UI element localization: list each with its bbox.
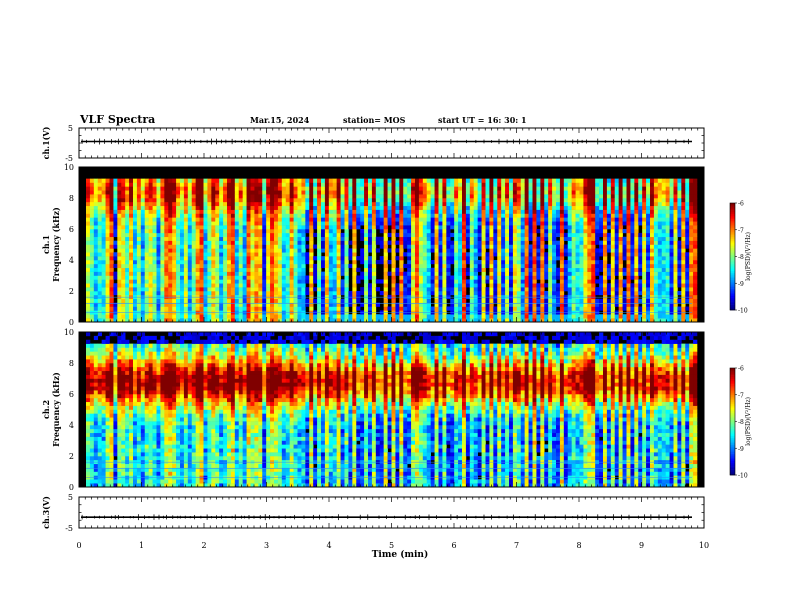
ch1-spectrogram-ytick-label: 10 bbox=[64, 163, 74, 172]
ch2-spectrogram-cells bbox=[86, 332, 698, 488]
figure-title: VLF Spectra bbox=[79, 113, 155, 126]
ch1-spectrogram-ytick-label: 4 bbox=[69, 256, 74, 265]
ch2-spectrogram-ytick-label: 10 bbox=[64, 328, 74, 337]
time-axis: 0 1 2 3 4 5 6 7 8 9 10 bbox=[76, 541, 709, 550]
ch2-spectrogram-ytick-label: 6 bbox=[69, 390, 74, 399]
ch2-spectrogram-ylabel: ch.2Frequency (kHz) bbox=[41, 372, 61, 447]
x-tick-label: 3 bbox=[264, 541, 269, 550]
ch2-colorbar: -6 -7 -8 -9 -10 log(PSD)(V²/Hz) bbox=[729, 366, 752, 480]
figure-station: station= MOS bbox=[343, 115, 406, 125]
x-tick-label: 2 bbox=[201, 541, 206, 550]
x-tick-label: 0 bbox=[76, 541, 81, 550]
ch1-colorbar-label: log(PSD)(V²/Hz) bbox=[745, 232, 752, 281]
ch2-spectrogram-ytick-label: 4 bbox=[69, 421, 74, 430]
ch2-spectrogram-ytick-label: 0 bbox=[69, 483, 74, 492]
ch1-colorbar-tick-label: -7 bbox=[738, 227, 744, 234]
x-tick-label: 7 bbox=[514, 541, 519, 550]
ch1-colorbar-tick-label: -9 bbox=[738, 281, 744, 288]
ch1-spectrogram-ytick-label: 6 bbox=[69, 225, 74, 234]
x-tick-label: 4 bbox=[326, 541, 331, 550]
ch3-waveform-ytick-label: 5 bbox=[68, 493, 73, 502]
x-axis-label: Time (min) bbox=[372, 549, 429, 560]
ch2-colorbar-label: log(PSD)(V²/Hz) bbox=[745, 397, 752, 446]
ch2-spectrogram-ytick-label: 8 bbox=[69, 359, 74, 368]
ch3-waveform-ylabel: ch.3(V) bbox=[41, 496, 51, 529]
ch1-colorbar-tick-label: -8 bbox=[738, 254, 744, 261]
x-tick-label: 1 bbox=[139, 541, 144, 550]
ch1-spectrogram-ytick-label: 0 bbox=[69, 318, 74, 327]
ch1-colorbar-tick-label: -6 bbox=[738, 201, 744, 208]
x-tick-label: 8 bbox=[576, 541, 581, 550]
ch2-colorbar-tick-label: -10 bbox=[738, 473, 748, 480]
ch1-spectrogram-panel: 0 2 4 6 8 10 ch.1Frequency (kHz) bbox=[41, 163, 705, 327]
ch1-colorbar: -6 -7 -8 -9 -10 log(PSD)(V²/Hz) bbox=[729, 201, 752, 315]
ch1-colorbar-tick-label: -10 bbox=[738, 308, 748, 315]
ch1-waveform-ytick-label: 5 bbox=[68, 124, 73, 133]
ch1-waveform-ytick-label: -5 bbox=[65, 154, 73, 163]
ch1-spectrogram-cells bbox=[86, 178, 698, 323]
ch3-waveform-panel: 5 -5 ch.3(V) bbox=[41, 493, 705, 533]
x-tick-label: 6 bbox=[451, 541, 456, 550]
ch1-spectrogram-ytick-label: 8 bbox=[69, 194, 74, 203]
ch2-colorbar-tick-label: -8 bbox=[738, 419, 744, 426]
figure-date: Mar.15, 2024 bbox=[250, 115, 310, 125]
ch1-waveform-ylabel: ch.1(V) bbox=[41, 126, 51, 159]
ch2-spectrogram-panel: 0 2 4 6 8 10 ch.2Frequency (kHz) bbox=[41, 328, 705, 492]
ch2-spectrogram-ytick-label: 2 bbox=[69, 452, 74, 461]
ch2-colorbar-tick-label: -9 bbox=[738, 446, 744, 453]
ch2-colorbar-tick-label: -7 bbox=[738, 392, 744, 399]
x-tick-label: 10 bbox=[699, 541, 709, 550]
ch2-colorbar-tick-label: -6 bbox=[738, 366, 744, 373]
figure-start-time: start UT = 16: 30: 1 bbox=[438, 115, 527, 125]
x-tick-label: 5 bbox=[389, 541, 394, 550]
ch3-waveform-ytick-label: -5 bbox=[65, 524, 73, 533]
x-tick-label: 9 bbox=[639, 541, 644, 550]
ch1-spectrogram-ylabel: ch.1Frequency (kHz) bbox=[41, 207, 61, 282]
ch1-spectrogram-ytick-label: 2 bbox=[69, 287, 74, 296]
ch1-waveform-panel: 5 -5 ch.1(V) bbox=[41, 124, 705, 163]
